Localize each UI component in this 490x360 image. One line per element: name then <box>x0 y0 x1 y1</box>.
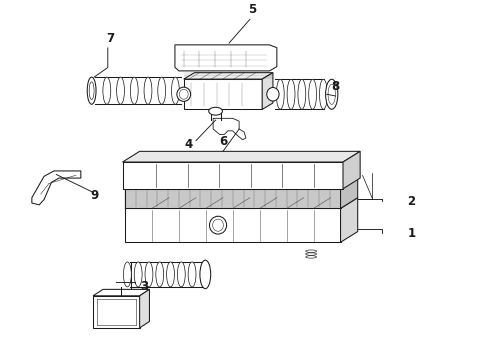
Polygon shape <box>122 162 343 189</box>
Ellipse shape <box>145 262 153 287</box>
Text: 6: 6 <box>219 135 227 148</box>
Polygon shape <box>262 73 273 109</box>
Text: 3: 3 <box>141 280 148 293</box>
Ellipse shape <box>156 262 164 287</box>
Polygon shape <box>343 151 360 189</box>
Ellipse shape <box>200 260 211 289</box>
Ellipse shape <box>319 79 327 109</box>
Ellipse shape <box>309 79 317 109</box>
Ellipse shape <box>130 77 138 104</box>
Ellipse shape <box>326 79 338 109</box>
Text: 2: 2 <box>408 195 416 208</box>
Ellipse shape <box>267 87 279 101</box>
Text: 5: 5 <box>248 3 256 16</box>
Polygon shape <box>140 289 149 328</box>
Polygon shape <box>184 79 262 109</box>
Ellipse shape <box>89 82 94 99</box>
Ellipse shape <box>287 79 295 109</box>
Ellipse shape <box>179 89 188 99</box>
Polygon shape <box>122 151 360 162</box>
Polygon shape <box>93 296 140 328</box>
Polygon shape <box>213 118 246 140</box>
Text: 7: 7 <box>106 32 114 45</box>
Polygon shape <box>125 208 341 242</box>
Polygon shape <box>184 73 273 79</box>
Ellipse shape <box>210 216 226 234</box>
Polygon shape <box>341 198 358 242</box>
Ellipse shape <box>213 219 223 231</box>
Ellipse shape <box>103 77 111 104</box>
Ellipse shape <box>177 87 191 102</box>
Text: 1: 1 <box>408 227 416 240</box>
Polygon shape <box>125 189 341 208</box>
Text: 9: 9 <box>90 189 98 202</box>
Ellipse shape <box>134 262 142 287</box>
Polygon shape <box>175 45 277 71</box>
Ellipse shape <box>158 77 166 104</box>
Polygon shape <box>93 289 149 296</box>
Polygon shape <box>125 198 358 208</box>
Ellipse shape <box>276 79 284 109</box>
Ellipse shape <box>177 262 185 287</box>
Polygon shape <box>341 178 358 208</box>
Ellipse shape <box>172 77 179 104</box>
Text: 8: 8 <box>332 80 340 93</box>
Ellipse shape <box>298 79 306 109</box>
Ellipse shape <box>144 77 152 104</box>
Polygon shape <box>32 171 81 205</box>
Ellipse shape <box>87 77 96 104</box>
Ellipse shape <box>123 262 131 287</box>
Text: 4: 4 <box>185 138 193 151</box>
Ellipse shape <box>117 77 124 104</box>
Ellipse shape <box>328 84 336 104</box>
Ellipse shape <box>209 107 222 115</box>
Polygon shape <box>125 178 358 189</box>
Ellipse shape <box>167 262 174 287</box>
Ellipse shape <box>188 262 196 287</box>
